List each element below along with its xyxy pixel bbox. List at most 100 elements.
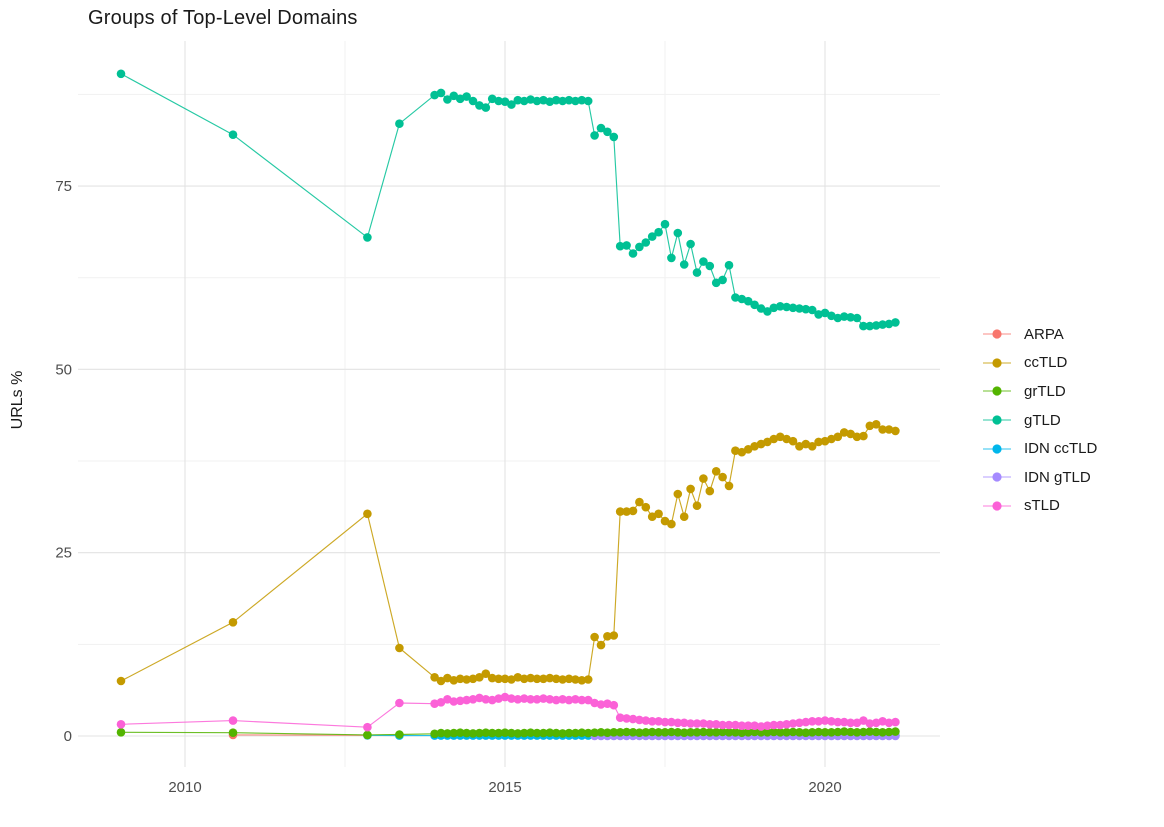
x-tick-label: 2020 bbox=[808, 779, 841, 796]
data-point bbox=[539, 674, 548, 684]
data-point bbox=[654, 728, 663, 737]
data-point bbox=[468, 96, 478, 106]
data-point bbox=[628, 728, 638, 737]
data-point bbox=[583, 675, 593, 684]
data-point bbox=[526, 673, 535, 683]
data-point bbox=[763, 721, 772, 730]
data-point bbox=[711, 467, 721, 476]
legend-key-dot bbox=[992, 415, 1002, 425]
y-tick-label: 0 bbox=[64, 728, 72, 745]
data-point bbox=[596, 640, 606, 650]
data-point bbox=[871, 727, 881, 737]
data-point bbox=[833, 717, 843, 727]
data-point bbox=[756, 722, 766, 731]
data-point bbox=[558, 695, 567, 704]
data-point bbox=[833, 313, 843, 323]
data-point bbox=[395, 698, 404, 708]
data-point bbox=[436, 676, 446, 686]
data-point bbox=[686, 484, 695, 494]
data-point bbox=[468, 729, 478, 738]
legend: ARPA ccTLD grTLD gTLD IDN ccTLD IDN gTLD sTLD bbox=[982, 320, 1097, 520]
legend-marker-stld bbox=[983, 501, 1011, 511]
data-point bbox=[628, 506, 638, 516]
legend-label: IDN gTLD bbox=[1024, 468, 1091, 486]
data-point bbox=[724, 728, 734, 737]
data-point bbox=[820, 308, 830, 318]
data-point bbox=[500, 97, 510, 106]
data-point bbox=[436, 88, 446, 98]
data-point bbox=[731, 728, 740, 737]
data-point bbox=[116, 69, 126, 79]
data-point bbox=[116, 720, 126, 729]
data-point bbox=[814, 727, 823, 737]
data-point bbox=[673, 718, 683, 728]
data-point bbox=[430, 673, 439, 682]
data-point bbox=[622, 241, 631, 250]
data-point bbox=[692, 268, 702, 277]
data-point bbox=[583, 695, 593, 705]
data-point bbox=[647, 717, 657, 726]
data-point bbox=[724, 260, 734, 270]
data-point bbox=[833, 727, 843, 737]
data-point bbox=[603, 728, 612, 737]
series-line bbox=[120, 73, 896, 327]
series-gtld bbox=[116, 69, 900, 331]
data-point bbox=[705, 720, 715, 729]
data-point bbox=[641, 728, 651, 737]
data-point bbox=[539, 694, 548, 703]
data-point bbox=[692, 719, 702, 728]
data-point bbox=[705, 728, 715, 737]
data-point bbox=[750, 727, 759, 737]
data-point bbox=[686, 719, 695, 728]
data-point bbox=[667, 253, 676, 263]
data-point bbox=[782, 728, 791, 737]
data-point bbox=[705, 261, 715, 271]
data-point bbox=[782, 302, 791, 312]
legend-item-grtld: grTLD bbox=[982, 377, 1097, 406]
data-point bbox=[481, 103, 491, 112]
data-point bbox=[654, 509, 663, 519]
data-point bbox=[449, 728, 459, 738]
data-point bbox=[769, 727, 779, 737]
data-point bbox=[436, 728, 446, 738]
data-point bbox=[718, 720, 727, 730]
data-point bbox=[615, 728, 625, 737]
legend-label: grTLD bbox=[1024, 382, 1066, 400]
data-point bbox=[507, 100, 516, 109]
data-point bbox=[865, 727, 875, 736]
data-point bbox=[228, 618, 238, 627]
data-point bbox=[596, 123, 606, 133]
data-point bbox=[635, 497, 644, 507]
data-point bbox=[699, 474, 708, 483]
data-point bbox=[487, 728, 497, 738]
data-point bbox=[590, 632, 599, 642]
data-point bbox=[116, 728, 126, 737]
data-point bbox=[583, 96, 593, 106]
data-point bbox=[891, 727, 900, 736]
legend-marker-cctld bbox=[983, 358, 1011, 368]
data-point bbox=[846, 429, 855, 439]
data-point bbox=[673, 728, 683, 737]
y-tick-label: 25 bbox=[55, 545, 72, 562]
data-point bbox=[705, 486, 715, 496]
minor-gridlines bbox=[78, 41, 940, 767]
data-point bbox=[878, 425, 887, 434]
data-point bbox=[363, 722, 372, 732]
data-point bbox=[859, 727, 868, 737]
data-point bbox=[622, 727, 631, 737]
data-point bbox=[846, 718, 855, 728]
data-point bbox=[750, 721, 759, 730]
data-point bbox=[807, 717, 817, 726]
x-tick-label: 2015 bbox=[488, 779, 521, 796]
data-point bbox=[551, 695, 561, 705]
data-point bbox=[743, 296, 753, 306]
data-point bbox=[436, 698, 446, 707]
data-point bbox=[814, 437, 823, 447]
legend-label: IDN ccTLD bbox=[1024, 440, 1098, 458]
data-point bbox=[865, 719, 875, 728]
data-point bbox=[846, 313, 855, 322]
series-stld bbox=[116, 692, 900, 732]
data-point bbox=[891, 717, 900, 727]
data-point bbox=[545, 728, 555, 737]
